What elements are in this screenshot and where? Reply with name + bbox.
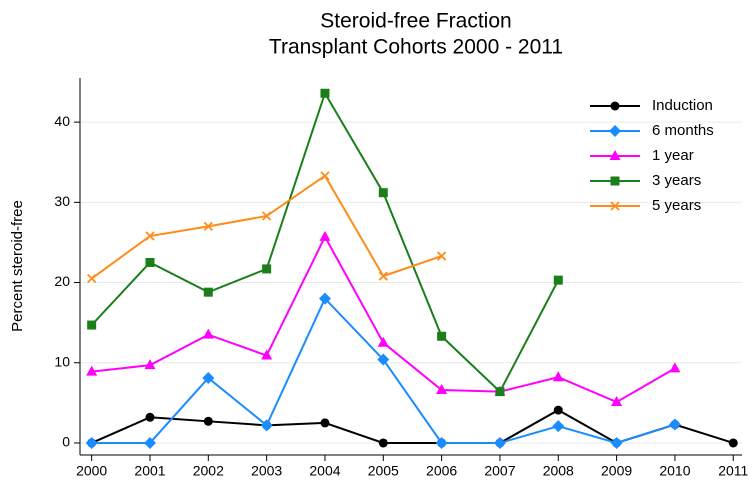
series-line (91, 408, 734, 445)
x-tick-label: 2008 (543, 463, 574, 479)
x-tick-label: 2010 (659, 463, 690, 479)
marker (378, 188, 388, 198)
marker (495, 387, 505, 397)
marker (609, 125, 621, 137)
marker (436, 251, 447, 261)
marker (552, 371, 564, 382)
marker (262, 211, 272, 221)
marker (553, 405, 563, 415)
marker (319, 230, 331, 241)
marker (378, 271, 388, 281)
marker (87, 320, 97, 330)
series-line (91, 296, 676, 445)
marker (203, 287, 213, 297)
y-tick-label: 0 (62, 434, 70, 450)
x-tick-label: 2003 (251, 463, 282, 479)
marker (145, 412, 155, 422)
chart-title: Steroid-free Fraction (320, 10, 511, 33)
legend-label: Induction (652, 97, 713, 114)
marker (86, 365, 98, 376)
marker (435, 436, 448, 449)
legend-label: 1 year (652, 147, 694, 164)
marker (611, 396, 623, 407)
marker (320, 88, 330, 98)
x-tick-label: 2002 (193, 463, 224, 479)
y-tick-label: 40 (54, 113, 70, 129)
marker (436, 384, 448, 395)
x-tick-label: 2000 (76, 463, 107, 479)
marker (87, 273, 97, 284)
marker (552, 420, 565, 433)
marker (261, 349, 273, 360)
marker (378, 438, 388, 448)
x-tick-label: 2007 (484, 463, 515, 479)
series-line (91, 234, 676, 404)
x-tick-label: 2004 (309, 463, 340, 479)
marker (610, 201, 620, 211)
marker (610, 436, 623, 449)
legend-label: 3 years (652, 172, 701, 189)
marker (262, 264, 272, 274)
legend-label: 6 months (652, 122, 714, 139)
marker (260, 419, 273, 432)
marker (203, 416, 213, 426)
legend-label: 5 years (652, 197, 701, 214)
marker (669, 362, 681, 373)
y-axis-title: Percent steroid-free (9, 200, 26, 332)
marker (320, 171, 330, 181)
marker (85, 436, 98, 449)
x-tick-label: 2006 (426, 463, 457, 479)
marker (610, 101, 620, 111)
marker (202, 371, 215, 384)
marker (493, 436, 506, 449)
x-tick-label: 2001 (134, 463, 165, 479)
marker (320, 418, 330, 428)
marker (377, 353, 390, 366)
y-tick-label: 10 (54, 353, 70, 369)
marker (143, 436, 156, 449)
y-tick-label: 20 (54, 273, 70, 289)
marker (318, 292, 331, 305)
marker (609, 150, 621, 160)
y-tick-label: 30 (54, 193, 70, 209)
series-line (91, 174, 442, 280)
x-tick-label: 2011 (718, 463, 748, 479)
marker (553, 275, 563, 285)
marker (668, 418, 681, 431)
series-line (90, 90, 560, 394)
x-tick-label: 2005 (368, 463, 399, 479)
marker (437, 331, 447, 341)
marker (610, 176, 620, 186)
marker (202, 328, 214, 339)
marker (203, 221, 213, 232)
marker (728, 438, 738, 448)
marker (144, 359, 156, 370)
marker (145, 257, 155, 267)
marker (377, 336, 389, 347)
x-tick-label: 2009 (601, 463, 632, 479)
marker (145, 231, 155, 241)
chart-subtitle: Transplant Cohorts 2000 - 2011 (269, 36, 563, 59)
